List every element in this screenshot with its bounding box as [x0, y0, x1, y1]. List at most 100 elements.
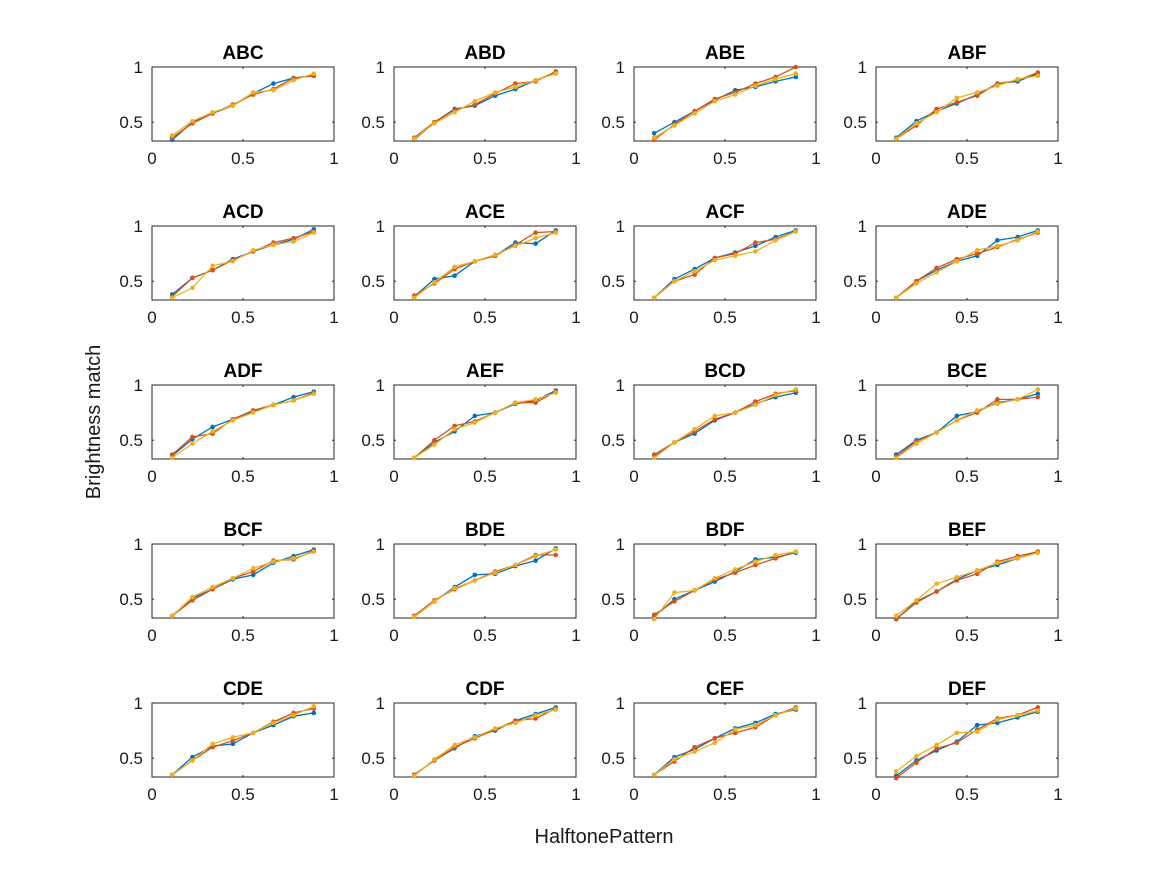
panel-title: AEF — [466, 361, 504, 382]
axes-box — [633, 225, 817, 301]
data-point — [773, 712, 778, 718]
data-point — [974, 90, 980, 95]
series-line-1 — [171, 548, 315, 617]
data-point — [169, 772, 175, 778]
data-point — [411, 136, 417, 142]
series-line-3 — [895, 230, 1039, 299]
data-point — [974, 251, 980, 256]
data-point — [169, 452, 175, 457]
data-point — [432, 442, 437, 447]
data-point — [492, 252, 498, 258]
data-point — [250, 730, 256, 736]
y-tick-label: 0.5 — [361, 272, 385, 291]
data-point — [672, 440, 677, 445]
x-tick-label: 0.5 — [713, 308, 737, 327]
data-point — [452, 273, 457, 279]
data-point — [672, 278, 677, 284]
data-point — [672, 757, 677, 762]
x-tick-label: 0 — [629, 467, 638, 486]
data-point — [974, 93, 980, 99]
data-point — [472, 578, 478, 583]
series-line-1 — [895, 711, 1038, 777]
x-tick-label: 0 — [389, 467, 398, 486]
data-point — [311, 71, 317, 76]
data-point — [692, 426, 697, 432]
data-point — [553, 707, 559, 712]
panel-title: ABE — [705, 43, 745, 64]
x-tick-label: 1 — [329, 308, 338, 327]
axes-box — [393, 543, 577, 619]
data-point — [995, 238, 1000, 243]
y-tick-label: 0.5 — [119, 431, 143, 450]
data-point — [954, 730, 960, 736]
data-point — [954, 95, 960, 101]
x-tick-label: 1 — [811, 467, 820, 486]
data-point — [1035, 229, 1041, 234]
series-line-3 — [653, 388, 796, 459]
data-point — [169, 613, 175, 619]
data-point — [914, 753, 919, 759]
data-point — [230, 741, 236, 747]
data-point — [692, 588, 697, 593]
data-point — [995, 83, 1000, 89]
data-point — [210, 263, 215, 269]
data-point — [692, 744, 697, 750]
data-point — [210, 584, 215, 590]
y-tick-label: 0.5 — [361, 590, 385, 609]
data-point — [432, 276, 437, 282]
x-tick-label: 0 — [147, 626, 156, 645]
data-point — [452, 264, 457, 270]
data-point — [472, 420, 478, 425]
x-tick-label: 0 — [629, 308, 638, 327]
data-point — [210, 744, 215, 750]
data-point — [250, 90, 256, 95]
data-point — [732, 92, 738, 97]
data-point — [954, 578, 960, 583]
y-tick-label: 1 — [134, 217, 143, 236]
data-point — [995, 717, 1000, 722]
data-point — [230, 734, 236, 740]
data-point — [753, 240, 758, 245]
x-tick-label: 1 — [1053, 626, 1062, 645]
panel-title: CDE — [223, 679, 263, 700]
data-point — [210, 267, 215, 273]
series-line-3 — [895, 75, 1038, 140]
data-point — [1035, 73, 1041, 79]
data-point — [712, 416, 718, 422]
data-point — [773, 238, 778, 243]
series-line-1 — [653, 708, 796, 776]
x-tick-label: 1 — [571, 149, 580, 168]
series-line-3 — [171, 232, 315, 299]
y-tick-label: 1 — [858, 694, 867, 713]
data-point — [1035, 705, 1041, 710]
panel-title: ADF — [223, 361, 262, 382]
y-tick-label: 1 — [376, 694, 385, 713]
x-axis-label: HalftonePattern — [535, 826, 674, 848]
x-tick-label: 0.5 — [713, 467, 737, 486]
data-point — [230, 259, 236, 264]
x-tick-label: 1 — [1053, 308, 1062, 327]
data-point — [271, 720, 276, 726]
y-tick-label: 0.5 — [601, 590, 625, 609]
series-line-3 — [171, 705, 315, 776]
data-point — [291, 235, 296, 241]
data-point — [753, 399, 758, 404]
y-tick-label: 1 — [134, 535, 143, 554]
data-point — [651, 616, 657, 622]
data-point — [492, 726, 498, 731]
x-tick-label: 0.5 — [231, 149, 255, 168]
data-point — [271, 87, 276, 93]
x-tick-label: 0.5 — [955, 308, 979, 327]
series-line-3 — [171, 551, 315, 617]
y-tick-label: 1 — [616, 694, 625, 713]
data-point — [553, 390, 559, 396]
data-point — [533, 553, 538, 559]
y-tick-label: 1 — [376, 535, 385, 554]
data-point — [533, 397, 538, 402]
x-tick-label: 1 — [811, 149, 820, 168]
axes-box — [875, 543, 1059, 619]
data-point — [753, 559, 758, 564]
